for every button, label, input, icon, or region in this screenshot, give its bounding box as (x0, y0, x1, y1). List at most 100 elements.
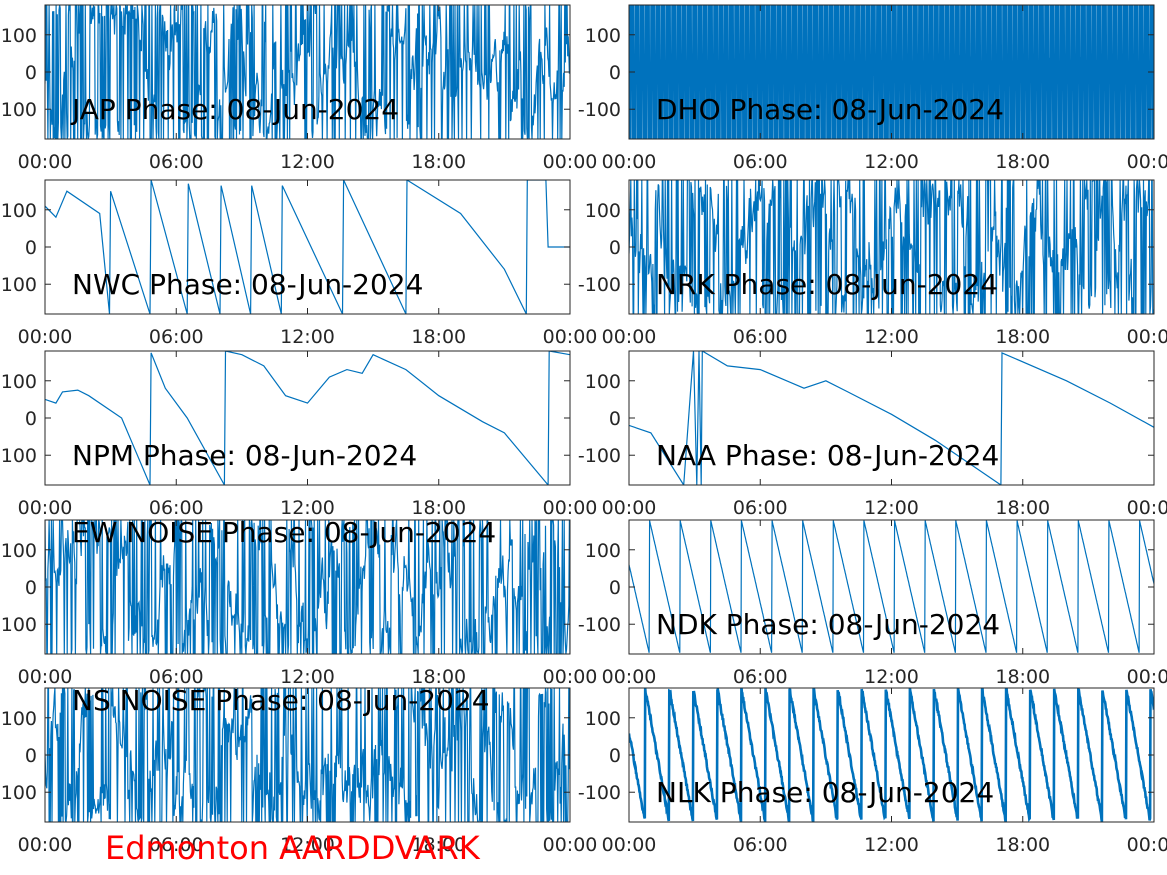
x-tick-label: 06:00 (149, 497, 204, 519)
y-tick-label: 0 (25, 577, 37, 599)
x-tick-label: 12:00 (864, 834, 919, 856)
figure-caption: Edmonton AARDDVARK (105, 829, 481, 867)
y-tick-label: 0 (25, 745, 37, 767)
panel-4: 100 0 100 00:00 06:00 12:00 18:00 00:00 NPM Phas… (1, 350, 598, 519)
y-tick-label: 100 (585, 25, 621, 47)
y-tick-label: -100 (578, 614, 621, 636)
panel-2: 100 0 100 00:00 06:00 12:00 18:00 00:00 NWC Phas… (1, 179, 598, 348)
series-line (45, 520, 570, 654)
x-tick-label: 18:00 (995, 497, 1050, 519)
x-tick-label: 12:00 (280, 497, 335, 519)
y-tick-label: -100 (578, 274, 621, 296)
y-tick-label: 100 (1, 274, 37, 296)
x-tick-label: 12:00 (280, 326, 335, 348)
x-tick-label: 06:00 (149, 326, 204, 348)
y-tick-label: 100 (1, 614, 37, 636)
x-tick-label: 00:00 (543, 666, 598, 688)
y-tick-label: 100 (1, 708, 37, 730)
panel-1: 100 0 -100 00:00 06:00 12:00 18:00 00:00 DHO Pha… (578, 4, 1167, 173)
x-tick-label: 12:00 (864, 666, 919, 688)
x-tick-label: 00:00 (602, 151, 657, 173)
x-tick-label: 18:00 (411, 151, 466, 173)
x-tick-label: 06:00 (733, 151, 788, 173)
x-tick-label: 12:00 (864, 151, 919, 173)
x-tick-label: 06:00 (733, 834, 788, 856)
x-tick-label: 00:00 (543, 834, 598, 856)
panel-title: NPM Phase: 08-Jun-2024 (72, 439, 417, 472)
y-tick-label: -100 (578, 99, 621, 121)
x-tick-label: 00:00 (602, 666, 657, 688)
panel-9: 100 0 -100 00:00 06:00 12:00 18:00 00:00 NLK Pha… (578, 687, 1167, 856)
series-line (45, 5, 570, 139)
panel-0: 100 0 100 00:00 06:00 12:00 18:00 00:00 JAP Phas… (1, 4, 598, 173)
x-tick-label: 00:00 (1127, 497, 1167, 519)
x-tick-label: 06:00 (149, 666, 204, 688)
y-tick-label: 100 (585, 708, 621, 730)
panel-title: NDK Phase: 08-Jun-2024 (656, 608, 1000, 641)
x-tick-label: 00:00 (1127, 326, 1167, 348)
panel-title: NWC Phase: 08-Jun-2024 (72, 268, 423, 301)
series-line (629, 180, 1154, 314)
x-tick-label: 06:00 (733, 666, 788, 688)
x-tick-label: 00:00 (1127, 151, 1167, 173)
series-line (45, 180, 570, 314)
x-tick-label: 00:00 (18, 666, 73, 688)
x-tick-label: 00:00 (1127, 666, 1167, 688)
x-tick-label: 18:00 (411, 666, 466, 688)
series-line (629, 5, 1154, 139)
y-tick-label: 0 (25, 237, 37, 259)
x-tick-label: 06:00 (149, 834, 204, 856)
panel-title: NS NOISE Phase: 08-Jun-2024 (72, 684, 490, 717)
x-tick-label: 18:00 (411, 326, 466, 348)
x-tick-label: 12:00 (864, 326, 919, 348)
y-tick-label: 0 (609, 408, 621, 430)
x-tick-label: 18:00 (411, 834, 466, 856)
y-tick-label: 100 (585, 540, 621, 562)
x-tick-label: 18:00 (995, 151, 1050, 173)
panel-6: 100 0 100 00:00 06:00 12:00 18:00 00:00 EW NOISE… (1, 516, 598, 688)
panel-title: DHO Phase: 08-Jun-2024 (656, 93, 1004, 126)
x-tick-label: 12:00 (280, 151, 335, 173)
y-tick-label: 100 (1, 200, 37, 222)
y-tick-label: 100 (585, 371, 621, 393)
series-line (629, 351, 1154, 485)
y-tick-label: 0 (609, 577, 621, 599)
x-tick-label: 00:00 (18, 497, 73, 519)
x-tick-label: 00:00 (1127, 834, 1167, 856)
x-tick-label: 12:00 (280, 834, 335, 856)
x-tick-label: 06:00 (733, 326, 788, 348)
y-tick-label: -100 (578, 782, 621, 804)
x-tick-label: 00:00 (18, 326, 73, 348)
series-line (45, 688, 570, 822)
x-tick-label: 00:00 (602, 326, 657, 348)
x-tick-label: 06:00 (149, 151, 204, 173)
series-line (629, 520, 1154, 653)
y-tick-label: 100 (1, 445, 37, 467)
y-tick-label: 0 (609, 237, 621, 259)
panel-8: 100 0 100 00:00 06:00 12:00 18:00 00:00 NS NOISE… (1, 684, 598, 856)
panel-title: NAA Phase: 08-Jun-2024 (656, 439, 999, 472)
x-tick-label: 18:00 (995, 666, 1050, 688)
panel-3: 100 0 -100 00:00 06:00 12:00 18:00 00:00 NRK Pha… (578, 179, 1167, 348)
panel-title: NRK Phase: 08-Jun-2024 (656, 268, 998, 301)
panel-title: JAP Phase: 08-Jun-2024 (70, 93, 399, 126)
x-tick-label: 00:00 (543, 326, 598, 348)
y-tick-label: 100 (1, 540, 37, 562)
y-tick-label: 100 (1, 371, 37, 393)
x-tick-label: 00:00 (543, 151, 598, 173)
x-tick-label: 18:00 (411, 497, 466, 519)
x-tick-label: 00:00 (602, 834, 657, 856)
series-line (45, 351, 570, 485)
x-tick-label: 06:00 (733, 497, 788, 519)
y-tick-label: 100 (585, 200, 621, 222)
panel-title: NLK Phase: 08-Jun-2024 (656, 776, 994, 809)
x-tick-label: 18:00 (995, 834, 1050, 856)
panel-5: 100 0 -100 00:00 06:00 12:00 18:00 00:00 NAA Pha… (578, 350, 1167, 519)
series-line (629, 688, 1154, 822)
x-tick-label: 12:00 (864, 497, 919, 519)
x-tick-label: 00:00 (543, 497, 598, 519)
y-tick-label: 100 (1, 782, 37, 804)
x-tick-label: 18:00 (995, 326, 1050, 348)
x-tick-label: 00:00 (18, 834, 73, 856)
y-tick-label: 100 (1, 25, 37, 47)
